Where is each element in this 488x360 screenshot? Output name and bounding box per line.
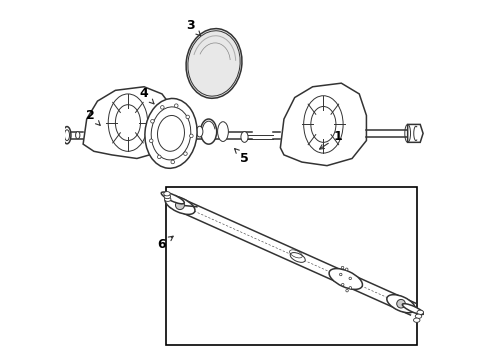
Ellipse shape <box>414 314 421 318</box>
Ellipse shape <box>160 105 164 109</box>
Text: 6: 6 <box>158 236 173 251</box>
Ellipse shape <box>416 310 423 315</box>
Ellipse shape <box>341 266 343 269</box>
Ellipse shape <box>164 194 170 199</box>
Ellipse shape <box>289 253 305 262</box>
Ellipse shape <box>402 304 423 315</box>
Ellipse shape <box>76 132 80 139</box>
Ellipse shape <box>345 268 347 271</box>
Ellipse shape <box>200 119 216 144</box>
Ellipse shape <box>345 289 347 292</box>
Ellipse shape <box>161 192 184 204</box>
Ellipse shape <box>164 197 171 201</box>
Ellipse shape <box>186 28 242 98</box>
Ellipse shape <box>386 295 414 313</box>
Ellipse shape <box>163 192 170 196</box>
Ellipse shape <box>151 107 190 160</box>
Polygon shape <box>407 125 422 142</box>
Ellipse shape <box>196 126 203 137</box>
Ellipse shape <box>185 115 189 119</box>
Ellipse shape <box>175 201 184 210</box>
Ellipse shape <box>171 160 174 164</box>
Bar <box>165 187 416 345</box>
Polygon shape <box>83 87 172 158</box>
Ellipse shape <box>339 273 341 276</box>
Ellipse shape <box>348 287 351 289</box>
Text: 1: 1 <box>319 130 342 149</box>
Ellipse shape <box>150 120 154 123</box>
Polygon shape <box>280 83 366 166</box>
Ellipse shape <box>413 318 419 322</box>
Text: 2: 2 <box>86 109 100 125</box>
Ellipse shape <box>164 196 195 215</box>
Ellipse shape <box>60 131 63 139</box>
Ellipse shape <box>341 283 343 286</box>
Ellipse shape <box>189 134 193 138</box>
Ellipse shape <box>157 155 161 159</box>
Ellipse shape <box>63 127 71 144</box>
Ellipse shape <box>174 104 178 108</box>
Ellipse shape <box>241 132 247 142</box>
Ellipse shape <box>149 139 153 143</box>
Ellipse shape <box>144 99 197 168</box>
Ellipse shape <box>217 122 228 141</box>
Text: 3: 3 <box>186 19 200 36</box>
Text: 5: 5 <box>234 149 248 165</box>
Text: 4: 4 <box>140 87 154 104</box>
Ellipse shape <box>328 269 362 289</box>
Ellipse shape <box>396 300 405 308</box>
Ellipse shape <box>348 277 351 280</box>
Ellipse shape <box>183 152 187 156</box>
